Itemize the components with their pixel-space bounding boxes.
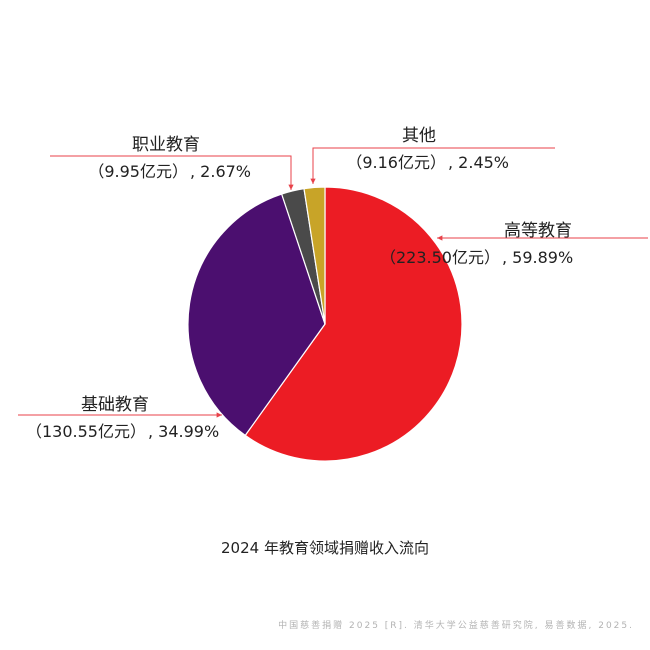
slice-label-higher-education: 高等教育 — [504, 221, 572, 241]
slice-percent-basic-education: , 34.99% — [148, 422, 219, 441]
leader-higher-education — [437, 235, 648, 241]
source-note: 中国慈善捐赠 2025 [R]. 清华大学公益慈善研究院, 易善数据, 2025… — [278, 619, 634, 631]
leader-other — [310, 147, 555, 184]
slice-percent-higher-education: , 59.89% — [502, 248, 573, 267]
slice-amount-basic-education: （130.55亿元） — [26, 422, 146, 441]
leader-basic-education — [18, 412, 222, 418]
slice-percent-vocational-education: , 2.67% — [190, 162, 251, 181]
pie-slice-other — [303, 186, 326, 325]
slice-amount-vocational-education: （9.95亿元） — [88, 162, 188, 181]
slice-amount-other: （9.16亿元） — [346, 153, 446, 172]
slice-amount-higher-education: （223.50亿元） — [380, 248, 500, 267]
leader-lines — [18, 147, 648, 418]
slice-percent-other: , 2.45% — [448, 153, 509, 172]
slice-label-basic-education: 基础教育 — [81, 395, 149, 415]
chart-title: 2024 年教育领域捐赠收入流向 — [221, 539, 429, 557]
slice-label-other: 其他 — [402, 126, 436, 146]
pie-slices — [187, 186, 463, 462]
pie-slice-higher-education — [244, 186, 463, 462]
pie-slice-basic-education — [187, 193, 326, 437]
slice-label-vocational-education: 职业教育 — [132, 135, 200, 155]
leader-vocational-education — [50, 155, 294, 190]
